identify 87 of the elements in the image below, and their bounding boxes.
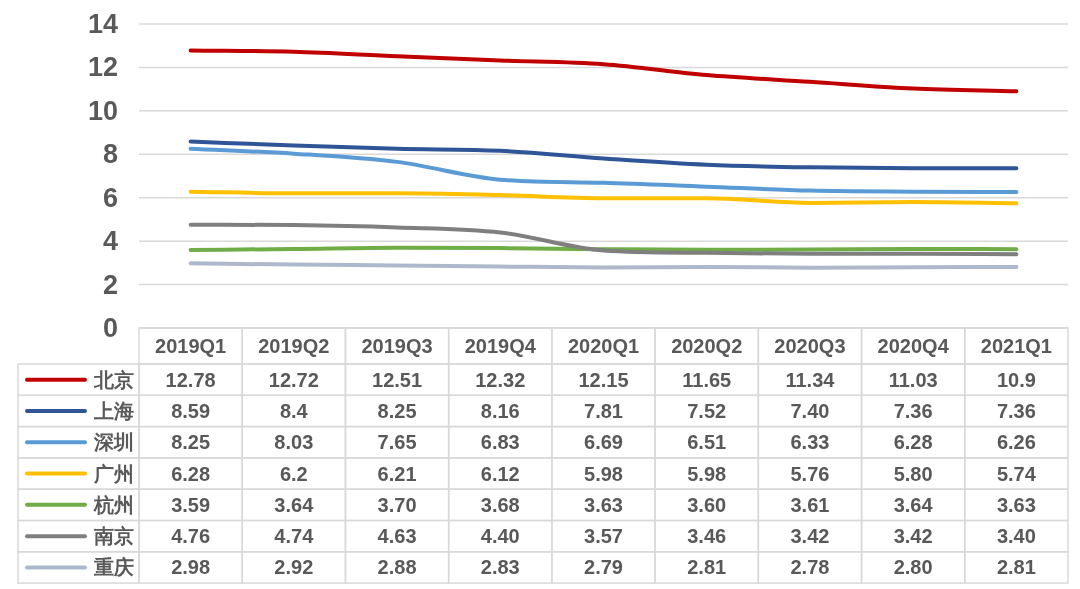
x-tick-label: 2020Q1: [567, 335, 640, 357]
data-label: 6.69: [584, 431, 623, 454]
data-label: 6.26: [996, 431, 1036, 454]
data-label: 7.36: [996, 399, 1036, 422]
data-label: 6.28: [171, 462, 211, 485]
y-tick-label: 6: [102, 182, 118, 213]
data-label: 6.83: [480, 431, 520, 454]
data-label: 11.65: [682, 368, 732, 391]
data-label: 4.74: [274, 525, 315, 548]
data-label: 11.03: [888, 368, 938, 391]
data-label: 3.46: [687, 525, 727, 548]
data-label: 3.60: [687, 493, 727, 516]
data-label: 7.40: [790, 399, 830, 422]
data-label: 8.16: [480, 399, 520, 422]
data-label: 3.64: [274, 493, 315, 516]
data-label: 12.51: [372, 368, 423, 391]
data-label: 3.63: [996, 493, 1036, 516]
legend-label: 上海: [93, 399, 134, 422]
data-label: 7.36: [893, 399, 933, 422]
data-label: 4.63: [377, 525, 417, 548]
y-tick-label: 0: [102, 313, 118, 343]
data-label: 5.76: [790, 462, 830, 485]
data-label: 3.59: [171, 493, 211, 516]
data-label: 3.70: [377, 493, 417, 516]
data-label: 6.21: [377, 462, 417, 485]
data-label: 8.25: [171, 431, 211, 454]
legend-label: 深圳: [93, 431, 134, 454]
legend-label: 南京: [93, 525, 134, 548]
data-label: 8.03: [274, 431, 314, 454]
data-label: 3.42: [790, 525, 830, 548]
data-label: 3.42: [893, 525, 933, 548]
legend-label: 杭州: [93, 493, 134, 516]
x-tick-label: 2020Q3: [774, 335, 846, 357]
data-label: 6.51: [687, 431, 727, 454]
data-label: 6.33: [790, 431, 830, 454]
data-label: 5.74: [996, 462, 1037, 485]
x-tick-label: 2019Q4: [464, 335, 537, 357]
data-label: 10.9: [996, 368, 1036, 391]
data-label: 2.81: [996, 556, 1036, 579]
data-label: 8.25: [377, 399, 417, 422]
data-label: 3.63: [584, 493, 623, 516]
data-label: 2.79: [584, 556, 623, 579]
x-tick-label: 2020Q4: [877, 335, 950, 357]
data-label: 5.98: [584, 462, 623, 485]
legend-label: 重庆: [93, 556, 134, 579]
data-label: 2.98: [171, 556, 211, 579]
y-tick-label: 8: [102, 139, 118, 170]
x-tick-label: 2019Q3: [361, 335, 433, 357]
data-label: 8.59: [171, 399, 211, 422]
data-label: 12.78: [165, 368, 216, 391]
data-label: 12.72: [268, 368, 319, 391]
data-label: 3.64: [893, 493, 934, 516]
data-label: 4.40: [480, 525, 520, 548]
y-tick-label: 14: [87, 9, 118, 39]
legend-label: 广州: [93, 462, 134, 485]
x-tick-label: 2021Q1: [980, 335, 1052, 357]
legend-label: 北京: [93, 368, 134, 391]
data-label: 8.4: [279, 399, 309, 422]
data-label: 2.83: [480, 556, 520, 579]
data-label: 7.65: [377, 431, 417, 454]
data-label: 6.28: [893, 431, 933, 454]
data-label: 5.98: [687, 462, 727, 485]
data-label: 6.2: [279, 462, 308, 485]
data-label: 11.34: [785, 368, 836, 391]
data-label: 3.57: [584, 525, 623, 548]
data-label: 7.52: [687, 399, 727, 422]
y-tick-label: 12: [87, 52, 118, 83]
data-label: 2.78: [790, 556, 830, 579]
data-label: 4.76: [171, 525, 211, 548]
y-tick-label: 10: [87, 95, 118, 126]
data-label: 2.81: [687, 556, 727, 579]
data-label: 6.12: [480, 462, 520, 485]
data-label: 2.92: [274, 556, 314, 579]
y-tick-label: 2: [102, 269, 118, 300]
data-label: 7.81: [584, 399, 623, 422]
data-label: 2.88: [377, 556, 417, 579]
data-label: 3.68: [480, 493, 520, 516]
x-tick-label: 2019Q2: [258, 335, 330, 357]
x-tick-label: 2020Q2: [671, 335, 743, 357]
data-label: 12.32: [475, 368, 526, 391]
data-label: 5.80: [893, 462, 933, 485]
data-label: 3.40: [996, 525, 1036, 548]
x-tick-label: 2019Q1: [155, 335, 227, 357]
data-label: 3.61: [790, 493, 830, 516]
data-label: 2.80: [893, 556, 933, 579]
data-label: 12.15: [578, 368, 629, 391]
y-tick-label: 4: [102, 226, 118, 257]
